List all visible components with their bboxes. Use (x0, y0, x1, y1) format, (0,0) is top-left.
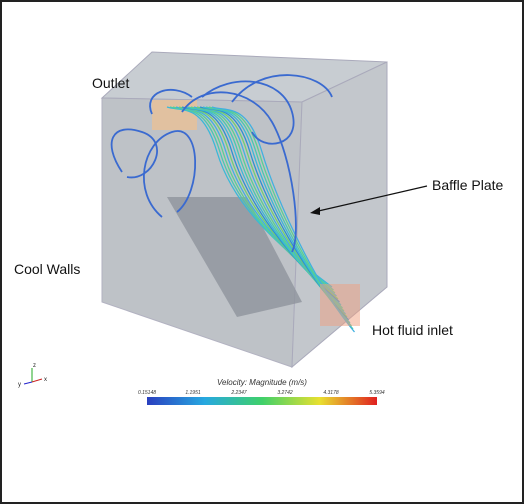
label: Cool Walls (14, 261, 80, 277)
colorbar-ticks: 0.15148 1.1951 2.2347 3.2742 4.3178 5.3594 (138, 390, 385, 396)
label: Outlet (92, 75, 129, 91)
axis-label: z (33, 363, 36, 369)
colorbar-tick: 0.15148 (138, 390, 156, 396)
figure: Outlet Baffle Plate Cool Walls Hot fluid… (0, 0, 524, 504)
label: Hot fluid inlet (372, 322, 453, 338)
inlet-patch (320, 284, 360, 326)
colorbar-tick: 2.2347 (230, 390, 247, 396)
label: Baffle Plate (432, 177, 504, 193)
colorbar-tick: 3.2742 (277, 390, 293, 396)
colorbar-tick: 4.3178 (323, 390, 339, 396)
outlet-patch (152, 100, 197, 130)
axis-y (24, 382, 32, 384)
colorbar (147, 397, 377, 405)
axis-label: x (44, 377, 47, 383)
axis-x (32, 379, 42, 382)
colorbar-tick: 5.3594 (369, 390, 385, 396)
colorbar-title: Velocity: Magnitude (m/s) (217, 378, 307, 387)
axis-label: y (18, 382, 21, 388)
scene: Outlet Baffle Plate Cool Walls Hot fluid… (2, 2, 522, 502)
colorbar-tick: 1.1951 (185, 390, 201, 396)
